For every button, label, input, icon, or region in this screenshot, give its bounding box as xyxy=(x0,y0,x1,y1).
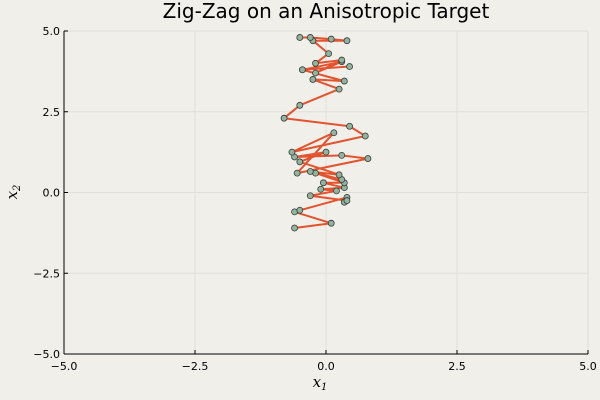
event-point xyxy=(319,179,327,187)
event-point xyxy=(309,76,317,83)
event-point xyxy=(291,224,298,232)
x-tick-label: 0.0 xyxy=(317,360,335,373)
event-point xyxy=(346,63,353,70)
x-axis-label: x1 xyxy=(313,373,328,393)
y-tick-label: 5.0 xyxy=(43,25,61,38)
chart-title: Zig-Zag on an Anisotropic Target xyxy=(163,0,490,23)
event-point xyxy=(340,77,348,85)
event-point xyxy=(296,206,304,214)
event-point xyxy=(296,101,304,109)
event-point xyxy=(333,187,340,195)
y-tick-label: 0.0 xyxy=(43,187,61,200)
y-axis-label: x2 xyxy=(3,185,23,200)
y-tick-label: −5.0 xyxy=(33,348,60,361)
y-tick-label: 2.5 xyxy=(43,106,61,119)
x-tick-label: −5.0 xyxy=(51,360,78,373)
event-point xyxy=(312,69,319,77)
event-point xyxy=(312,59,319,67)
event-point xyxy=(306,192,314,200)
x-tick-labels: −5.0 −2.5 0.0 2.5 5.0 xyxy=(51,360,597,373)
x-tick-label: 5.0 xyxy=(579,360,597,373)
event-point xyxy=(317,185,325,193)
x-tick-label: −2.5 xyxy=(182,360,209,373)
event-point xyxy=(288,148,296,156)
event-point xyxy=(343,37,351,45)
event-point xyxy=(335,171,343,179)
event-point xyxy=(364,155,372,162)
event-point xyxy=(306,34,314,41)
event-point xyxy=(296,158,304,166)
event-point xyxy=(343,197,351,204)
axes xyxy=(63,30,589,355)
event-point xyxy=(296,34,304,41)
event-point xyxy=(280,114,288,122)
y-tick-labels: −5.0 −2.5 0.0 2.5 5.0 xyxy=(33,25,60,361)
event-point xyxy=(361,132,369,140)
event-point xyxy=(346,122,353,130)
event-point xyxy=(338,151,346,159)
event-point xyxy=(327,35,335,43)
y-tick-label: −2.5 xyxy=(33,267,60,280)
event-point xyxy=(306,168,314,175)
event-point xyxy=(330,129,338,137)
event-point xyxy=(322,148,330,156)
event-point xyxy=(325,50,333,58)
x-tick-label: 2.5 xyxy=(448,360,466,373)
event-point xyxy=(299,66,306,74)
event-point xyxy=(338,56,346,64)
event-point xyxy=(335,85,343,93)
event-point xyxy=(293,169,301,177)
plot-area xyxy=(280,34,372,232)
event-point xyxy=(327,219,335,227)
